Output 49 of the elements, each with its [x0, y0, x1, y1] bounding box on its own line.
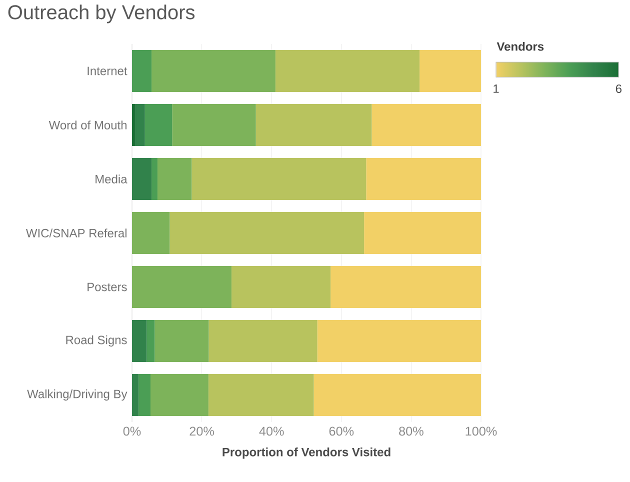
chart-title: Outreach by Vendors — [8, 4, 195, 24]
x-tick-label: 40% — [259, 426, 284, 436]
bar — [138, 374, 150, 416]
color-bar-title: Vendors — [496, 42, 544, 51]
bar — [136, 104, 145, 146]
bar — [132, 266, 232, 308]
bar — [132, 374, 139, 416]
y-tick-label: Walking/Driving By — [27, 389, 128, 401]
bar — [132, 212, 170, 254]
color-bar-label: 6 — [616, 84, 622, 94]
bar — [132, 50, 152, 92]
bar — [157, 158, 192, 200]
bar — [256, 104, 372, 146]
bar — [208, 374, 314, 416]
bar — [172, 104, 256, 146]
bar — [372, 104, 482, 146]
x-tick-label: 20% — [190, 426, 214, 436]
bar — [146, 320, 155, 362]
bar — [317, 320, 482, 362]
bar — [132, 104, 136, 146]
y-tick-label: Word of Mouth — [48, 120, 126, 130]
x-axis-title: Proportion of Vendors Visited — [222, 448, 390, 459]
bar — [275, 50, 420, 92]
bar — [152, 158, 158, 200]
bar — [150, 374, 208, 416]
bar — [170, 212, 364, 254]
bar — [144, 104, 172, 146]
bar — [192, 158, 366, 200]
color-bar-label: 1 — [494, 84, 499, 93]
bar — [366, 158, 482, 200]
bar — [152, 50, 276, 92]
x-tick-label: 60% — [329, 426, 354, 436]
y-tick-label: Media — [96, 174, 128, 184]
bar — [314, 374, 482, 416]
y-tick-label: WIC/SNAP Referal — [26, 228, 126, 238]
bar — [364, 212, 482, 254]
y-tick-label: Road Signs — [66, 335, 127, 347]
x-tick-label: 80% — [399, 426, 424, 436]
x-tick-label: 0% — [123, 426, 141, 436]
y-tick-label: Internet — [88, 66, 128, 76]
bar — [330, 266, 482, 308]
bar — [132, 158, 152, 200]
bar — [420, 50, 482, 92]
y-tick-label: Posters — [88, 282, 127, 292]
bar — [132, 320, 147, 362]
x-tick-label: 100% — [466, 426, 497, 436]
bar — [208, 320, 318, 362]
bar — [231, 266, 331, 308]
bar — [154, 320, 209, 362]
